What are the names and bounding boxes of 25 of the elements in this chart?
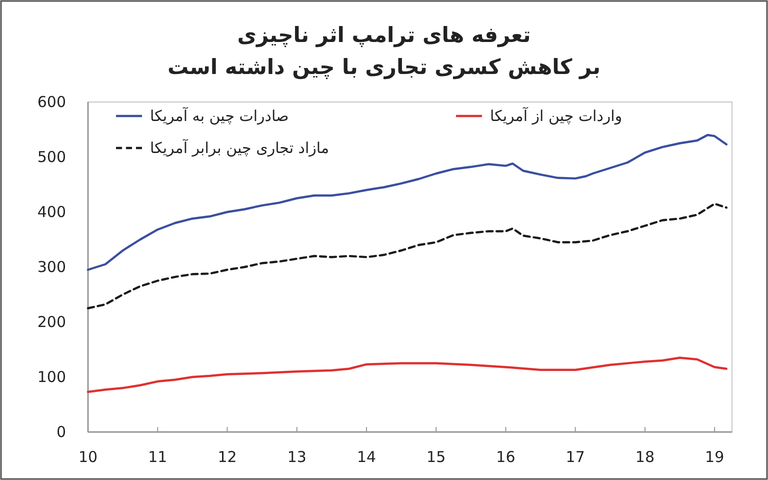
- x-tick-label: 11: [148, 448, 168, 466]
- legend-label: مازاد تجاری چین برابر آمریکا: [150, 138, 329, 157]
- y-tick-label: 0: [56, 423, 66, 441]
- x-tick-label: 17: [566, 448, 585, 466]
- x-tick-label: 13: [287, 448, 306, 466]
- legend-label: صادرات چین به آمریکا: [150, 106, 289, 125]
- line-series: [86, 356, 728, 393]
- x-tick-label: 16: [496, 448, 516, 466]
- chart-subtitle: بر کاهش کسری تجاری با چین داشته است: [168, 55, 600, 80]
- x-tick-label: 19: [705, 448, 724, 466]
- y-tick-label: 400: [37, 203, 66, 221]
- legend-label: واردات چین از آمریکا: [490, 106, 622, 125]
- y-tick-label: 300: [37, 258, 66, 276]
- y-tick-label: 500: [37, 148, 66, 166]
- y-tick-label: 200: [37, 313, 66, 331]
- y-tick-label: 100: [37, 368, 66, 386]
- x-tick-label: 12: [218, 448, 237, 466]
- x-tick-label: 14: [356, 448, 376, 466]
- x-tick-label: 10: [78, 448, 98, 466]
- line-series: [86, 134, 728, 271]
- x-tick-label: 18: [635, 448, 655, 466]
- y-tick-label: 600: [37, 93, 66, 111]
- line-series: [86, 202, 728, 310]
- chart-title: تعرفه های ترامپ اثر ناچیزی: [237, 23, 531, 48]
- x-tick-label: 15: [426, 448, 446, 466]
